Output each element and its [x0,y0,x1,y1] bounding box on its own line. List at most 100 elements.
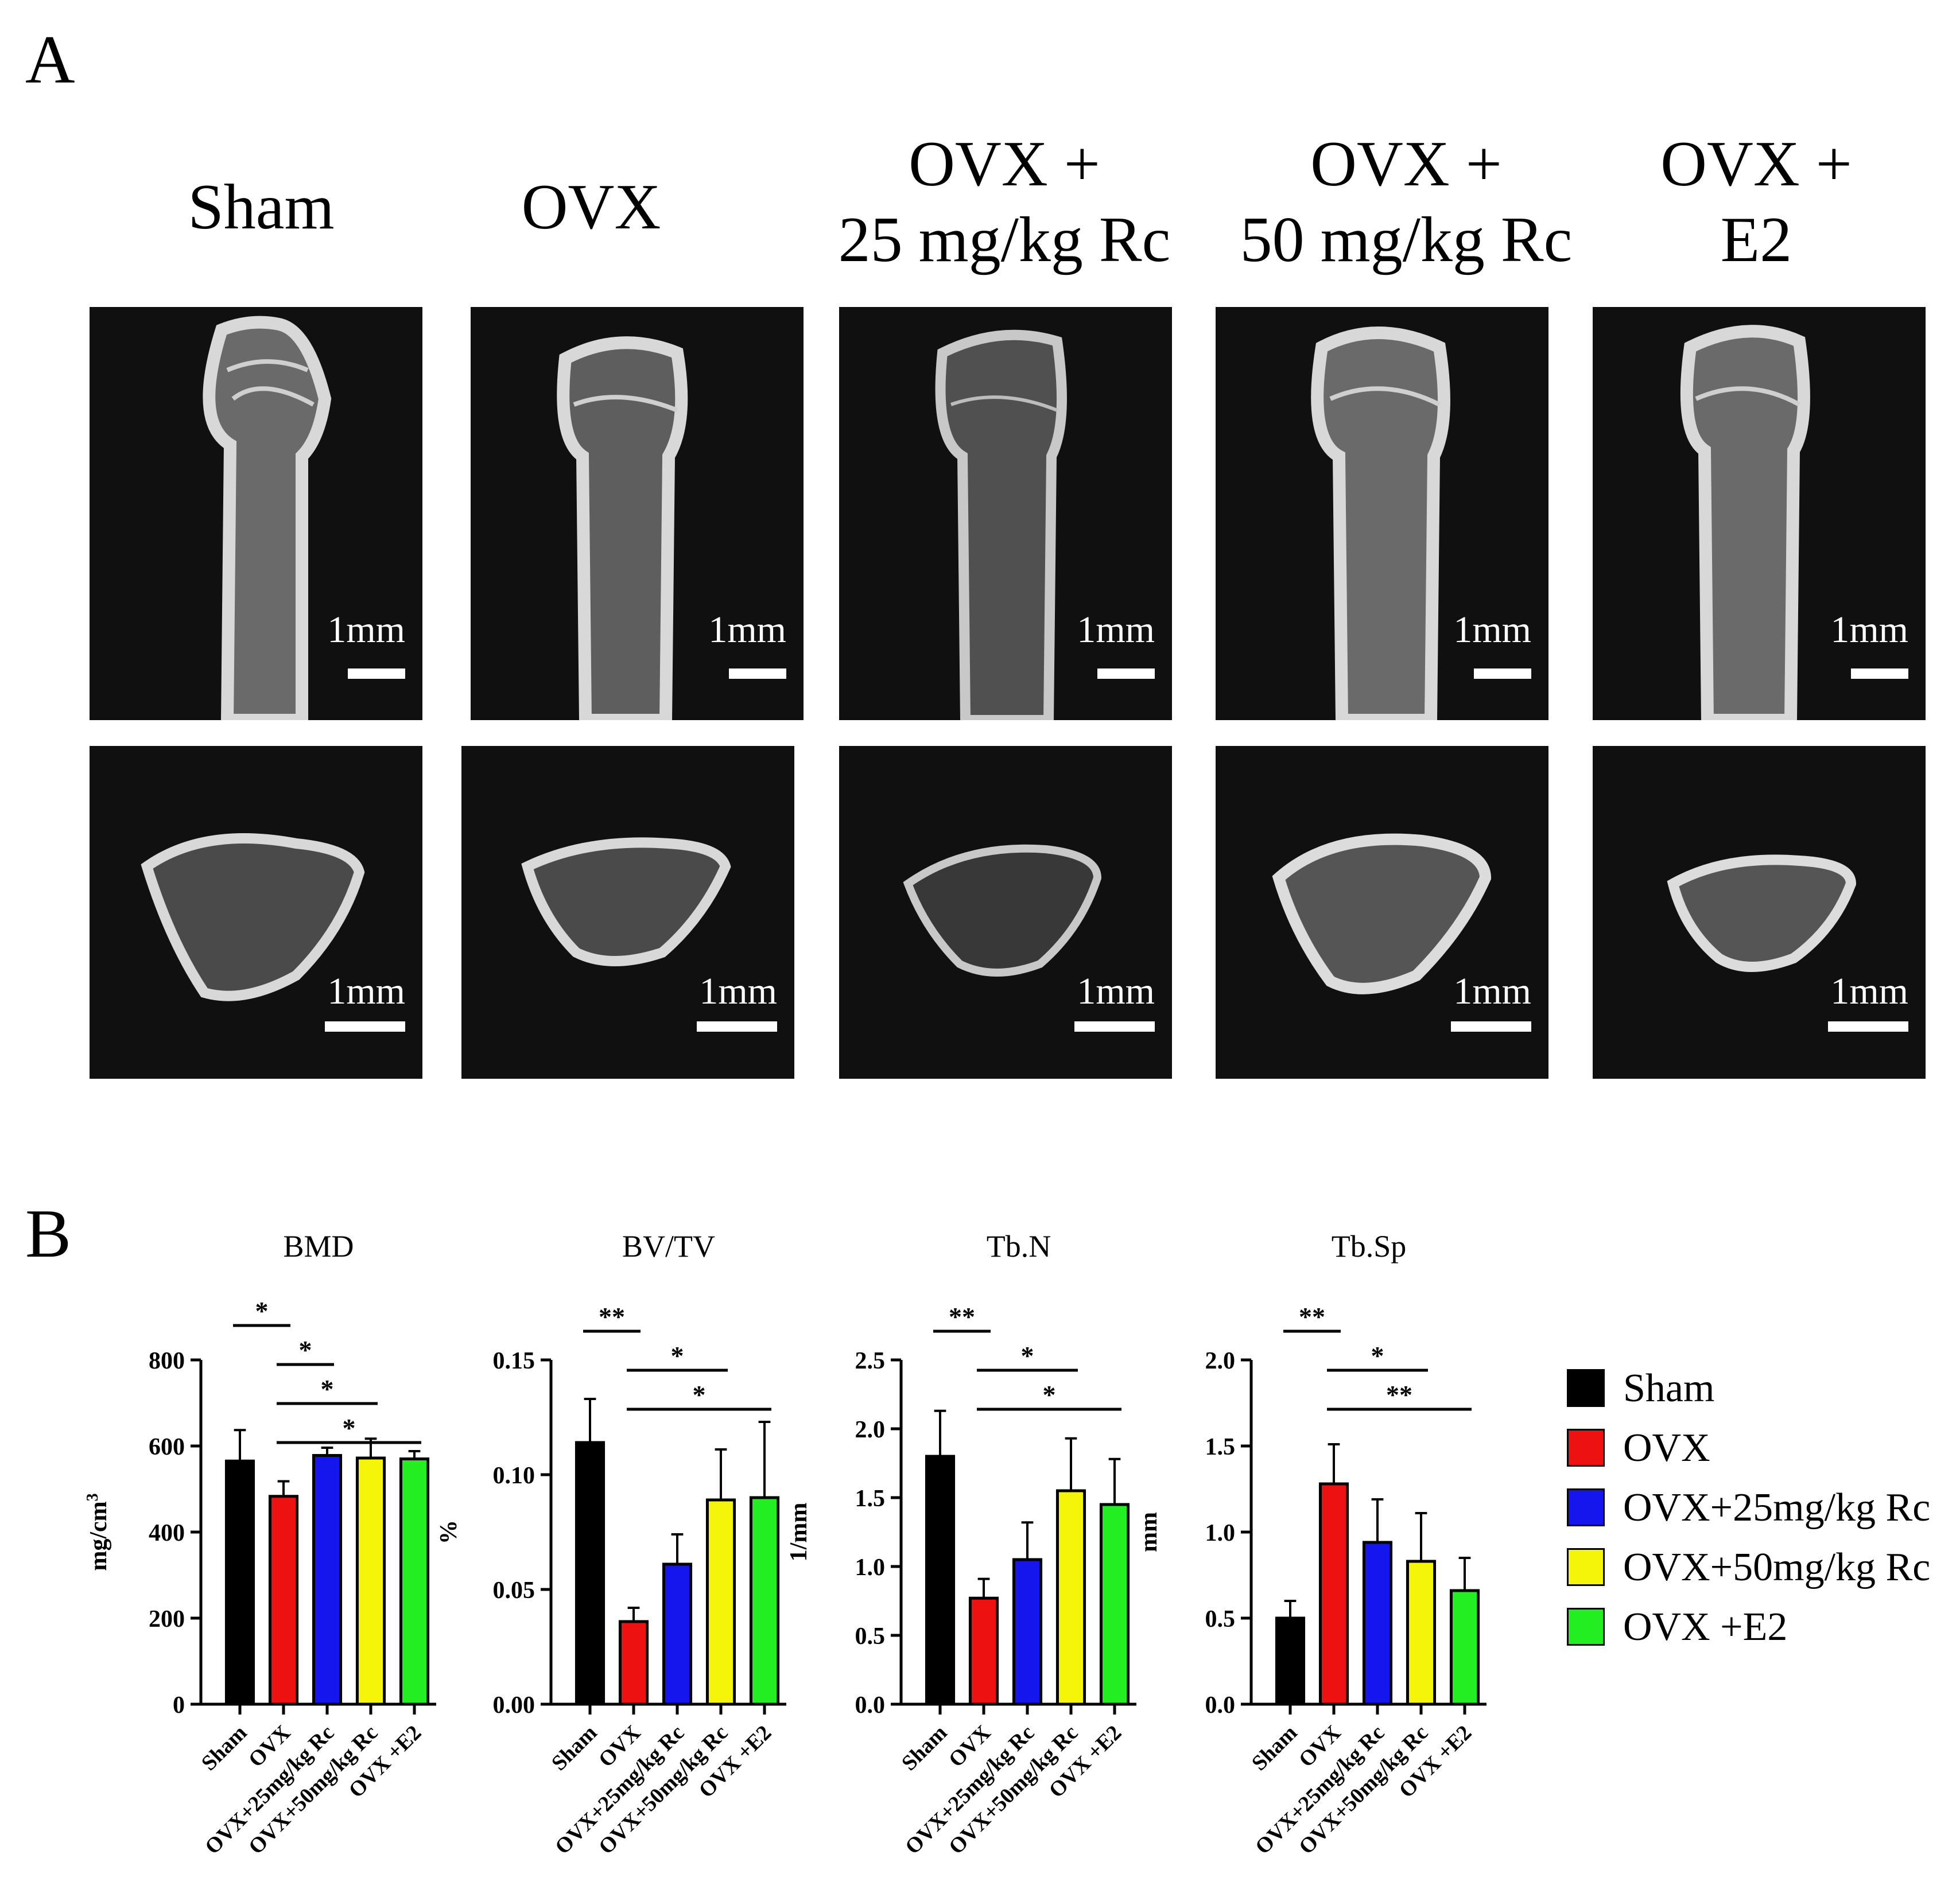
bar [1275,1616,1306,1706]
scale-bar [697,1021,777,1032]
x-tick-label: Sham [897,1721,952,1775]
y-tick-label: 0.0 [1205,1692,1236,1719]
scale-label: 1mm [1453,609,1531,651]
bar [968,1596,999,1706]
y-tick-label: 2.0 [1205,1348,1236,1374]
legend-swatch-sham [1567,1369,1605,1407]
bar [705,1498,736,1706]
scale-label: 1mm [1830,609,1908,651]
legend-item: Sham [1567,1366,1957,1412]
y-tick-label: 200 [149,1606,185,1632]
y-tick-label: 600 [149,1434,185,1460]
y-tick-label: 2.5 [855,1348,886,1374]
panel-a-letter: A [25,21,75,98]
y-tick-label: 400 [149,1520,185,1546]
y-tick-label: 1.0 [855,1554,886,1581]
bar [355,1456,386,1706]
bar [618,1620,649,1706]
significance-marker: * [671,1341,684,1370]
significance-marker: * [299,1335,312,1365]
ct-longitudinal-ovx-50: 1mm [1216,307,1548,720]
scale-bar [1851,668,1908,679]
group-header-sham: Sham [188,172,335,243]
group-header-ovx: OVX [521,172,661,243]
ct-cross-section-ovx: 1mm [461,746,794,1079]
bone-longitudinal-ovx-25-shape [935,329,1067,720]
y-tick-label: 0.5 [855,1623,886,1650]
group-header-ovx-25: OVX + 25 mg/kg Rc [838,129,1171,275]
significance-marker: ** [1386,1380,1412,1409]
bar [662,1562,693,1706]
bar [1406,1560,1437,1706]
legend-label: OVX+25mg/kg Rc [1623,1486,1931,1530]
y-tick-label: 0.10 [493,1463,535,1489]
y-axis-label-superscript: 3 [84,1493,102,1501]
significance-marker: ** [599,1302,625,1331]
ct-cross-section-ovx-25: 1mm [839,746,1172,1079]
bar [268,1495,299,1706]
bar [224,1459,255,1706]
bar [1449,1589,1480,1706]
y-axis-label: % [436,1520,462,1544]
y-tick-label: 2.0 [855,1417,886,1443]
chart-title: Tb.N [987,1229,1051,1264]
scale-label: 1mm [708,609,786,651]
scale-label: 1mm [1077,609,1155,651]
legend-label: OVX +E2 [1623,1605,1788,1649]
bar-charts: BMD0200400600800mg/cm3ShamOVXOVX+25mg/kg… [84,1229,1487,1859]
scale-bar [1097,668,1155,679]
y-tick-label: 0.5 [1205,1606,1236,1632]
x-tick-label: Sham [547,1721,601,1775]
scale-bar [1828,1021,1908,1032]
bar [399,1457,430,1706]
bone-cross-section-ovx-shape [521,837,731,966]
bone-longitudinal-ovx-shape [557,336,688,720]
ct-longitudinal-ovx-e2: 1mm [1593,307,1926,720]
group-header-ovx-e2: OVX + E2 [1660,129,1852,275]
chart-title: Tb.Sp [1332,1229,1407,1264]
legend-item: OVX+50mg/kg Rc [1567,1545,1957,1591]
bar [1362,1541,1393,1706]
legend-label: Sham [1623,1366,1715,1410]
y-axis-label: mm [1136,1512,1162,1552]
y-axis-label: mg/cm3 [84,1493,112,1571]
x-tick-label: Sham [197,1721,251,1775]
ct-cross-section-ovx-e2: 1mm [1593,746,1926,1079]
ct-longitudinal-ovx-25: 1mm [839,307,1172,720]
significance-marker: ** [949,1302,975,1331]
y-tick-label: 800 [149,1348,185,1374]
y-tick-label: 0.00 [493,1692,535,1719]
scale-label: 1mm [1077,970,1155,1012]
significance-marker: ** [1299,1302,1325,1331]
y-tick-label: 0.15 [493,1348,535,1374]
legend-swatch-ovx [1567,1429,1605,1467]
bar [925,1455,956,1706]
scale-bar [729,668,786,679]
y-tick-label: 0 [173,1692,185,1719]
legend-label: OVX [1623,1426,1710,1470]
legend-item: OVX [1567,1425,1957,1471]
scale-bar [325,1021,405,1032]
bar [1012,1558,1043,1706]
legend-item: OVX +E2 [1567,1604,1957,1650]
ct-longitudinal-sham: 1mm [90,307,422,720]
legend-swatch-ovx-25 [1567,1488,1605,1526]
bone-longitudinal-ovx-e2-shape [1680,325,1810,720]
scale-bar [1474,668,1531,679]
legend-swatch-ovx-e2 [1567,1608,1605,1646]
bone-cross-section-ovx-50-shape [1272,833,1492,994]
scale-bar [1451,1021,1531,1032]
scale-label: 1mm [1830,970,1908,1012]
y-axis-label: 1/mm [786,1503,812,1562]
significance-marker: * [693,1380,706,1409]
ct-cross-section-ovx-50: 1mm [1216,746,1548,1079]
significance-marker: * [1043,1380,1056,1409]
bone-longitudinal-sham-shape [203,316,332,720]
scale-bar [1074,1021,1155,1032]
bone-longitudinal-ovx-50-shape [1311,326,1450,720]
bone-cross-section-sham-shape [141,833,365,1001]
scale-label: 1mm [327,609,405,651]
bone-cross-section-ovx-25-shape [903,844,1102,977]
panel-b-letter: B [25,1195,72,1272]
bar [1055,1489,1086,1706]
